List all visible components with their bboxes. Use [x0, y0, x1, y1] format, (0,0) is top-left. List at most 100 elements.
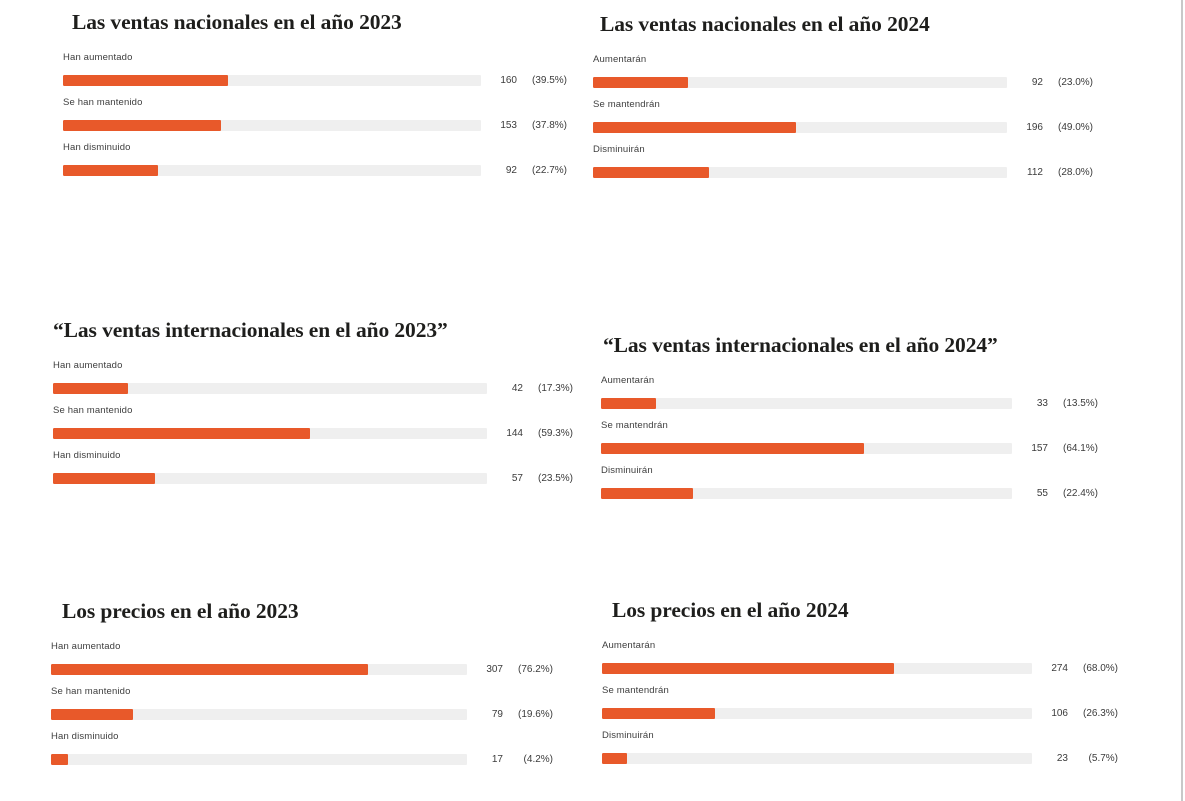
- chart-title: Las ventas nacionales en el año 2023: [72, 10, 402, 34]
- bar-track: [593, 77, 1007, 88]
- bar-row: 160 (39.5%): [63, 75, 567, 86]
- value-count: 157: [1031, 443, 1048, 454]
- value-count: 144: [506, 428, 523, 439]
- bar-fill: [51, 709, 133, 720]
- bar-track: [601, 488, 1012, 499]
- bar-row: 23 (5.7%): [602, 753, 1118, 764]
- bar-track: [593, 122, 1007, 133]
- category-label: Aumentarán: [601, 375, 655, 386]
- category-label: Han aumentado: [63, 52, 133, 63]
- category-label: Han disminuido: [51, 731, 119, 742]
- value-percent: (5.7%): [1088, 753, 1118, 764]
- bar-group: Se han mantenido 79 (19.6%): [51, 686, 553, 720]
- bar-track: [601, 443, 1012, 454]
- chart-title: “Las ventas internacionales en el año 20…: [53, 318, 448, 342]
- value-percent: (19.6%): [517, 709, 553, 720]
- value-count: 17: [491, 754, 503, 765]
- bar-row: 106 (26.3%): [602, 708, 1118, 719]
- bar-track: [51, 664, 467, 675]
- value-percent: (39.5%): [531, 75, 567, 86]
- bar-track: [63, 120, 481, 131]
- category-label: Aumentarán: [593, 54, 647, 65]
- bar-fill: [602, 708, 716, 719]
- bar-group: Han aumentado 42 (17.3%): [53, 360, 573, 394]
- category-label: Se han mantenido: [51, 686, 131, 697]
- value-count: 92: [505, 165, 517, 176]
- bar-fill: [593, 77, 689, 88]
- bar-row: 42 (17.3%): [53, 383, 573, 394]
- bar-group: Aumentarán 274 (68.0%): [602, 640, 1118, 674]
- chart-ventas-internacionales-2024: “Las ventas internacionales en el año 20…: [601, 331, 1098, 510]
- value-percent: (64.1%): [1062, 443, 1098, 454]
- category-label: Se mantendrán: [602, 685, 669, 696]
- bar-group: Han aumentado 307 (76.2%): [51, 641, 553, 675]
- chart-precios-2023: Los precios en el año 2023 Han aumentado…: [51, 597, 553, 776]
- bar-track: [51, 754, 467, 765]
- bar-track: [51, 709, 467, 720]
- bar-group: Se han mantenido 153 (37.8%): [63, 97, 567, 131]
- bar-row: 33 (13.5%): [601, 398, 1098, 409]
- bar-row: 92 (23.0%): [593, 77, 1093, 88]
- bar-track: [63, 75, 481, 86]
- category-label: Aumentarán: [602, 640, 656, 651]
- value-count: 112: [1027, 167, 1043, 178]
- bar-group: Disminuirán 55 (22.4%): [601, 465, 1098, 499]
- bar-group: Se mantendrán 157 (64.1%): [601, 420, 1098, 454]
- value-percent: (37.8%): [531, 120, 567, 131]
- bar-row: 57 (23.5%): [53, 473, 573, 484]
- bar-track: [593, 167, 1007, 178]
- bar-group: Disminuirán 23 (5.7%): [602, 730, 1118, 764]
- value-percent: (17.3%): [537, 383, 573, 394]
- category-label: Disminuirán: [602, 730, 654, 741]
- chart-precios-2024: Los precios en el año 2024 Aumentarán 27…: [602, 596, 1118, 775]
- bar-track: [601, 398, 1012, 409]
- bar-fill: [593, 122, 796, 133]
- value-count: 42: [511, 383, 523, 394]
- category-label: Han aumentado: [53, 360, 123, 371]
- value-count: 92: [1031, 77, 1043, 88]
- bar-track: [602, 663, 1032, 674]
- value-percent: (23.5%): [537, 473, 573, 484]
- bar-fill: [601, 443, 865, 454]
- bar-group: Se han mantenido 144 (59.3%): [53, 405, 573, 439]
- window-edge-divider: [1181, 0, 1183, 801]
- value-percent: (49.0%): [1057, 122, 1093, 133]
- bar-fill: [602, 663, 895, 674]
- bar-group: Se mantendrán 196 (49.0%): [593, 99, 1093, 133]
- bar-row: 112 (28.0%): [593, 167, 1093, 178]
- bar-row: 196 (49.0%): [593, 122, 1093, 133]
- bar-fill: [63, 120, 221, 131]
- bar-fill: [602, 753, 627, 764]
- bar-row: 17 (4.2%): [51, 754, 553, 765]
- value-percent: (22.7%): [531, 165, 567, 176]
- value-percent: (76.2%): [517, 664, 553, 675]
- bar-track: [602, 753, 1032, 764]
- value-percent: (22.4%): [1062, 488, 1098, 499]
- bar-group: Aumentarán 33 (13.5%): [601, 375, 1098, 409]
- category-label: Se han mantenido: [53, 405, 133, 416]
- value-count: 153: [500, 120, 517, 131]
- bar-group: Han disminuido 57 (23.5%): [53, 450, 573, 484]
- bar-row: 79 (19.6%): [51, 709, 553, 720]
- bar-row: 144 (59.3%): [53, 428, 573, 439]
- bar-group: Han disminuido 17 (4.2%): [51, 731, 553, 765]
- bar-group: Han aumentado 160 (39.5%): [63, 52, 567, 86]
- bar-track: [53, 428, 487, 439]
- bar-track: [602, 708, 1032, 719]
- value-percent: (28.0%): [1057, 167, 1093, 178]
- bar-track: [63, 165, 481, 176]
- value-count: 57: [511, 473, 523, 484]
- category-label: Se han mantenido: [63, 97, 143, 108]
- bar-fill: [51, 664, 368, 675]
- value-count: 160: [500, 75, 517, 86]
- value-count: 274: [1051, 663, 1068, 674]
- value-count: 79: [491, 709, 503, 720]
- category-label: Han aumentado: [51, 641, 121, 652]
- value-count: 33: [1036, 398, 1048, 409]
- bar-fill: [51, 754, 69, 765]
- bar-row: 274 (68.0%): [602, 663, 1118, 674]
- bar-fill: [53, 428, 311, 439]
- category-label: Se mantendrán: [593, 99, 660, 110]
- bar-fill: [63, 75, 229, 86]
- value-count: 307: [486, 664, 503, 675]
